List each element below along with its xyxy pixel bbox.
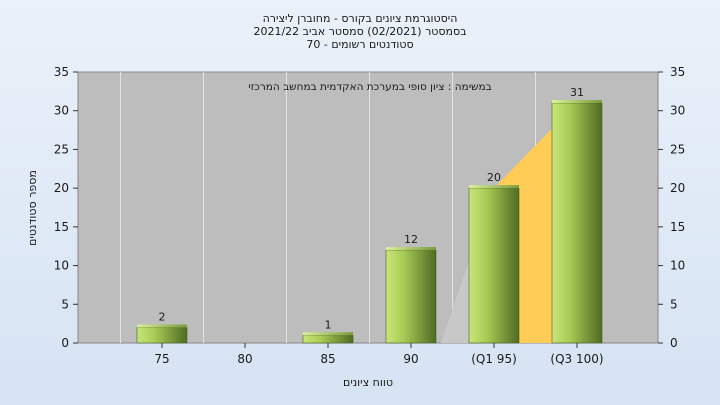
- y-tick-label-left: 30: [54, 104, 69, 118]
- data-label: 2: [159, 311, 166, 324]
- chart-title-line-3: סטודנטים רשומים - 70: [306, 38, 413, 51]
- chart-subtitle: במשימה : ציון סופי במערכת האקדמית במחשב …: [248, 81, 491, 93]
- y-tick-label-left: 15: [54, 220, 69, 234]
- y-tick-label-left: 20: [54, 181, 69, 195]
- bar-top: [303, 332, 353, 336]
- chart-title-line-2: בסמסטר (02/2021) סמסטר אביב 2021/22: [253, 25, 466, 38]
- y-axis-title: מספר סטודנטים: [26, 170, 39, 246]
- x-tick-label: 75: [154, 352, 169, 366]
- y-axis-right: 0 5 10 15 20 25 30 35: [658, 65, 685, 350]
- x-tick-label: 80: [237, 352, 252, 366]
- y-tick-label-right: 35: [670, 65, 685, 79]
- x-tick-label: 85: [320, 352, 335, 366]
- bar-75: [136, 327, 188, 344]
- x-tick-label: (Q1 95): [471, 352, 517, 366]
- data-labels: 2 1 12 20 31: [159, 86, 585, 331]
- y-tick-label-right: 25: [670, 142, 685, 156]
- y-tick-label-right: 10: [670, 259, 685, 273]
- y-tick-label-right: 30: [670, 104, 685, 118]
- y-axis-left: 0 5 10 15 20 25 30 35: [54, 65, 78, 350]
- y-tick-label-left: 35: [54, 65, 69, 79]
- bar-85: [302, 334, 354, 344]
- x-axis-title: טווח ציונים: [343, 376, 393, 389]
- y-tick-label-right: 15: [670, 220, 685, 234]
- bar-top: [469, 185, 519, 189]
- chart-title-line-1: היסטוגרמת ציונים בקורס - מחוברן ליצירה: [263, 12, 458, 25]
- bars: [136, 99, 603, 344]
- x-axis: 75 80 85 90 (Q1 95) (Q3 100): [154, 343, 604, 366]
- bar-top: [386, 247, 436, 251]
- bar-Q1-95: [468, 187, 520, 344]
- data-label: 20: [487, 171, 501, 184]
- y-tick-label-left: 5: [61, 297, 69, 311]
- data-label: 31: [570, 86, 584, 99]
- y-tick-label-left: 10: [54, 259, 69, 273]
- bar-90: [385, 249, 437, 344]
- x-tick-label: (Q3 100): [550, 352, 603, 366]
- bar-top: [552, 99, 602, 103]
- data-label: 12: [404, 233, 418, 246]
- y-tick-label-right: 20: [670, 181, 685, 195]
- y-tick-label-left: 25: [54, 142, 69, 156]
- bar-top: [137, 324, 187, 328]
- y-tick-label-right: 5: [670, 297, 678, 311]
- data-label: 1: [325, 318, 332, 331]
- x-tick-label: 90: [403, 352, 418, 366]
- y-tick-label-left: 0: [61, 336, 69, 350]
- bar-Q3-100: [551, 102, 603, 344]
- y-tick-label-right: 0: [670, 336, 678, 350]
